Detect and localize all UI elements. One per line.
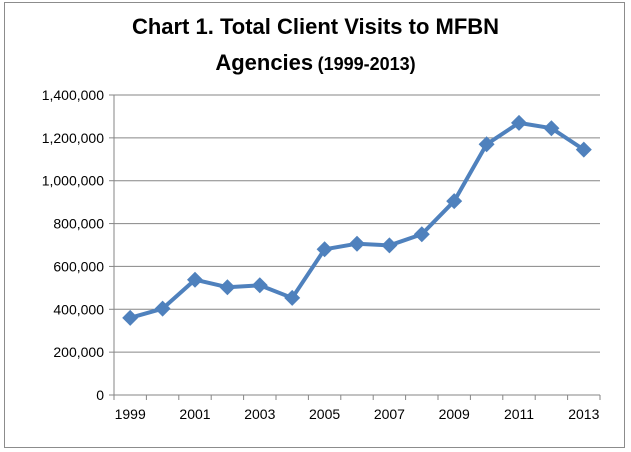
data-point-marker [219,279,236,296]
y-tick-label: 1,200,000 [42,130,104,146]
y-tick-label: 200,000 [53,344,104,360]
y-tick-label: 1,000,000 [42,173,104,189]
y-tick-labels: 0 200,000 400,000 600,000 800,000 1,000,000 1,… [42,87,105,403]
data-point-marker [381,237,398,254]
data-point-marker [575,141,592,158]
data-point-marker [446,193,463,210]
x-tick-label: 2011 [504,406,534,422]
y-tick-label: 400,000 [53,301,104,317]
x-tick-label: 2007 [374,406,405,422]
data-point-marker [511,114,527,131]
data-point-marker [122,309,139,326]
series-line [129,120,585,320]
chart-title-line2: Agencies [215,50,314,75]
series-group [122,114,592,326]
data-point-marker [478,136,495,153]
chart-title: Chart 1. Total Client Visits to MFBN [131,14,500,39]
x-tick-label: 2005 [309,406,340,422]
data-point-marker [251,277,268,294]
x-tick-label: 2003 [244,406,275,422]
x-tick-labels: 1999 2001 2003 2005 2007 2009 2011 2013 [115,406,600,422]
x-tick-label: 2013 [568,406,599,422]
chart-subtitle: (1999-2013) [317,54,416,74]
data-point-marker [349,235,365,252]
data-point-marker [187,271,203,288]
y-tick-label: 1,400,000 [42,87,104,103]
chart-frame [4,2,625,448]
data-point-marker [413,226,430,243]
y-tick-label: 800,000 [53,216,104,232]
y-tick-label: 600,000 [53,258,104,274]
chart-title-block: Chart 1. Total Client Visits to MFBN Age… [0,10,631,82]
y-tick-label: 0 [96,387,104,403]
data-point-marker [316,241,333,258]
x-tick-label: 1999 [115,406,146,422]
gridlines [114,94,600,353]
data-point-marker [284,289,301,306]
data-point-marker [154,300,171,317]
axes [109,94,601,400]
data-point-marker [543,120,560,137]
x-tick-label: 2001 [179,406,210,422]
x-tick-label: 2009 [439,406,470,422]
